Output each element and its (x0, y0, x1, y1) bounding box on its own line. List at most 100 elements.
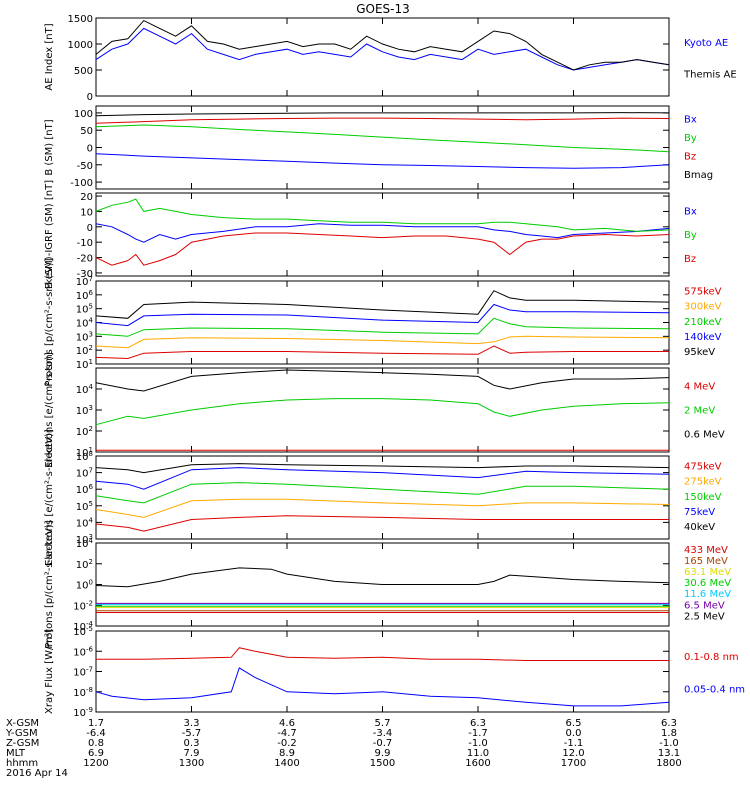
y-tick-label: 101 (76, 358, 93, 371)
ephemeris-value: 1.7 (88, 718, 104, 729)
y-tick-label: -50 (77, 161, 93, 172)
legend-entry: 6.5 MeV (684, 600, 725, 611)
series-line-bx (95, 223, 670, 243)
series-line-by (95, 198, 670, 232)
legend-entry: 210keV (684, 317, 722, 328)
y-tick-label: 10-5 (73, 625, 93, 638)
panel-5: 104 103 102 101 Electrons [e/(cm²-s-sr)] 4 Me… (44, 352, 725, 468)
ephemeris-value: 8.9 (279, 748, 295, 759)
y-tick-label: 10-2 (73, 599, 93, 612)
series-line-bmag (95, 112, 670, 117)
series-line-by (95, 124, 670, 153)
ephemeris-value: -5.7 (182, 728, 202, 739)
y-tick-label: 104 (76, 317, 94, 330)
y-tick-label: 106 (76, 483, 94, 496)
ephemeris-row-label: Z-GSM (6, 738, 39, 749)
series-line-kyoto-ae (95, 27, 670, 71)
y-tick-label: 103 (76, 404, 93, 417)
panel-3: 20 10 0 -10 -20 -30 B (SM)-IGRF (SM) [nT] Bx By B… (44, 180, 697, 289)
legend-entry: Kyoto AE (684, 38, 728, 49)
ephemeris-value: 1400 (274, 758, 299, 769)
y-tick-label: 103 (76, 330, 93, 343)
y-tick-label: 100 (76, 579, 93, 592)
ephemeris-value: 1700 (561, 758, 586, 769)
legend-entry: 11.6 MeV (684, 589, 731, 600)
legend-entry: 2.5 MeV (684, 611, 725, 622)
y-tick-label: 102 (76, 344, 93, 357)
series-line-95kev (95, 290, 670, 319)
y-tick-label: 0 (87, 223, 93, 234)
series-line-275kev (95, 498, 670, 518)
legend-entry: Bmag (684, 170, 713, 181)
ephemeris-value: 1500 (370, 758, 395, 769)
ephemeris-value: 11.0 (467, 748, 489, 759)
y-axis-label: Protons [p/(cm²-s-sr-keV)] (44, 258, 55, 386)
ephemeris-row-label: MLT (6, 748, 26, 759)
y-tick-label: 102 (76, 558, 93, 571)
ephemeris-value: -6.4 (86, 728, 106, 739)
y-tick-label: 103 (76, 533, 93, 546)
ephemeris-value: 6.3 (470, 718, 486, 729)
y-tick-label: 0 (87, 144, 93, 155)
y-tick-label: 106 (76, 289, 94, 302)
ephemeris-value: 9.9 (375, 748, 391, 759)
panel-2: 100 50 0 -50 -100 B (SM) [nT] Bx By Bz Bmag (44, 105, 713, 190)
ephemeris-value: 0.0 (566, 728, 582, 739)
y-tick-label: 500 (74, 66, 93, 77)
legend-entry: 475keV (684, 462, 722, 473)
series-line-150kev (95, 482, 670, 504)
y-tick-label: 102 (76, 425, 93, 438)
legend-entry: Bx (684, 206, 697, 217)
ephemeris-value: 1800 (656, 758, 681, 769)
ephemeris-value: 1.8 (661, 728, 677, 739)
y-tick-label: 101 (76, 446, 93, 459)
ephemeris-value: 4.6 (279, 718, 295, 729)
series-line-300kev (95, 335, 670, 349)
ephemeris-row-label: Y-GSM (5, 728, 38, 739)
legend-entry: 275keV (684, 477, 722, 488)
series-line-themis-ae (95, 19, 670, 71)
series-line-bz (95, 117, 670, 124)
y-tick-label: 1500 (68, 14, 93, 25)
panel-frame (95, 455, 670, 540)
y-tick-label: 108 (76, 450, 93, 463)
series-line-2-5-mev (95, 567, 670, 588)
legend-entry: 300keV (684, 302, 722, 313)
y-tick-label: 104 (76, 537, 94, 550)
ephemeris-row-label: hhmm (6, 758, 38, 769)
legend-entry: 2 MeV (684, 406, 715, 417)
y-axis-label: AE Index [nT] (44, 23, 55, 90)
series-line-0-6-mev (95, 369, 670, 392)
series-line-40kev (95, 463, 670, 474)
ephemeris-date: 2016 Apr 14 (6, 768, 68, 779)
panel-1: 0 500 1000 1500 AE Index [nT] Kyoto AE Themis … (44, 14, 737, 103)
y-tick-label: -10 (77, 238, 93, 249)
ephemeris-value: -1.7 (468, 728, 488, 739)
y-tick-label: -100 (70, 178, 93, 189)
legend-entry: 575keV (684, 287, 722, 298)
series-line-0-05-0-4-nm (95, 667, 670, 707)
ephemeris-value: 13.1 (658, 748, 680, 759)
legend-entry: Bx (684, 115, 697, 126)
chart-title: GOES-13 (356, 2, 410, 16)
legend-entry: 0.6 MeV (684, 430, 725, 441)
y-tick-label: 10-7 (73, 666, 93, 679)
y-tick-label: -30 (77, 269, 93, 280)
y-tick-label: 1000 (68, 40, 93, 51)
ephemeris-value: -4.7 (277, 728, 297, 739)
legend-entry: Themis AE (683, 69, 737, 80)
series-line-bx (95, 153, 670, 169)
ephemeris-value: -0.2 (277, 738, 297, 749)
ephemeris-value: -3.4 (373, 728, 393, 739)
y-tick-label: 20 (80, 192, 93, 203)
ephemeris-value: 12.0 (562, 748, 584, 759)
ephemeris-value: -0.7 (373, 738, 393, 749)
y-tick-label: 100 (74, 109, 93, 120)
ephemeris-value: 1200 (83, 758, 108, 769)
y-tick-label: -20 (77, 254, 93, 265)
y-axis-label: Protons [p/(cm²-s-sr-keV)] (44, 520, 55, 648)
legend-entry: 433 MeV (684, 545, 728, 556)
y-tick-label: 104 (76, 383, 94, 396)
